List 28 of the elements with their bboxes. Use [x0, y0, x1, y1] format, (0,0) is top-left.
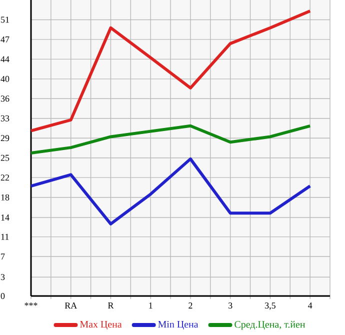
y-tick-label: 0	[0, 292, 5, 300]
x-tick-label: 3,5	[265, 302, 276, 310]
y-tick-label: 7	[1, 254, 5, 260]
legend-label: Max Цена	[80, 320, 122, 330]
line-series	[30, 157, 312, 226]
line-series	[30, 10, 312, 132]
y-tick-label: 51	[1, 16, 9, 23]
y-tick-label: 14	[1, 214, 10, 220]
legend-label: Сред.Цена, т.йен	[234, 320, 306, 330]
y-tick-label: 33	[0, 115, 10, 122]
x-tick-label: R	[108, 302, 114, 308]
x-tick-label: RA	[64, 302, 78, 308]
y-tick-label: 44	[0, 56, 10, 62]
y-tick-label: 40	[0, 76, 10, 82]
x-tick-label: 1	[149, 302, 152, 308]
x-tick-label: 2	[188, 302, 192, 308]
legend-label: Min Цена	[158, 320, 198, 330]
y-tick-label: 18	[1, 194, 10, 200]
x-tick-label: 3	[228, 302, 232, 309]
y-tick-label: 3	[0, 274, 5, 280]
y-tick-label: 29	[0, 135, 10, 142]
y-tick-label: 11	[1, 234, 9, 240]
x-tick-label: ***	[24, 302, 38, 306]
y-tick-label: 47	[0, 36, 10, 42]
y-tick-label: 25	[0, 154, 10, 161]
y-tick-label: 22	[0, 174, 9, 181]
y-tick-label: 36	[0, 96, 10, 102]
x-tick-label: 4	[308, 302, 312, 308]
